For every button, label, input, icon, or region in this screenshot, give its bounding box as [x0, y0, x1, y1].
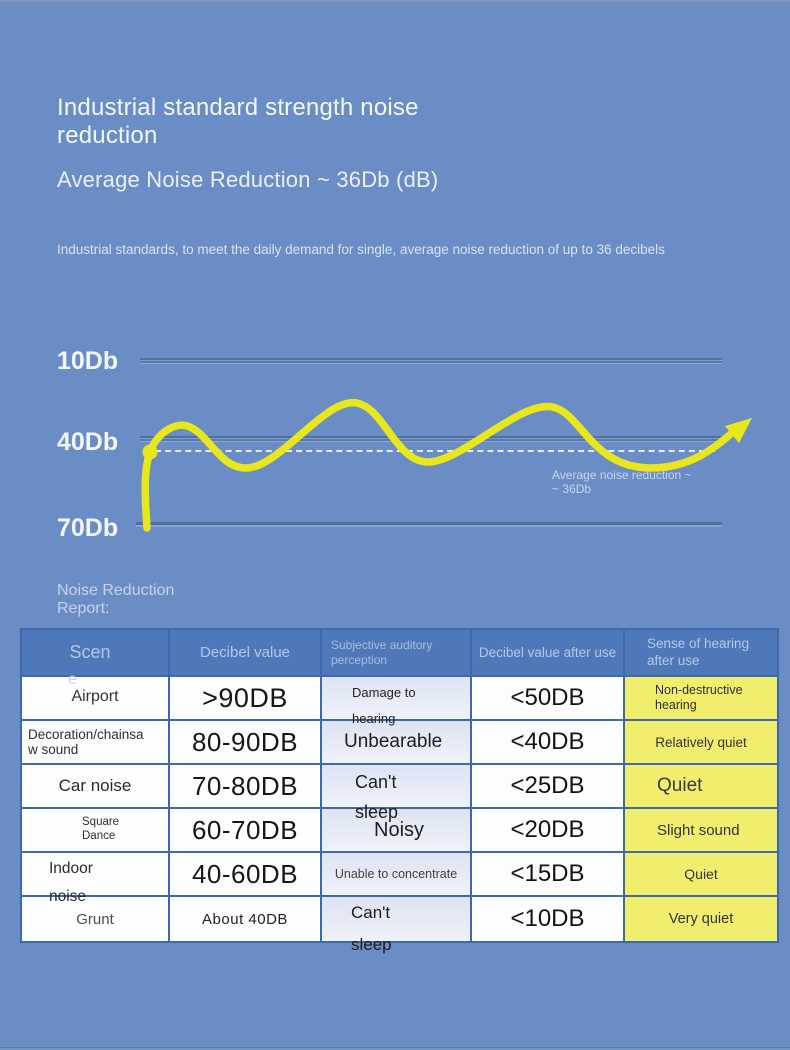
cell-after-value-square-dance: <20DB	[472, 809, 625, 853]
scene-line2-overflow: noise	[49, 888, 87, 905]
top-edge-line	[0, 0, 790, 2]
header-cell-perception: Subjective auditory perception	[322, 630, 472, 677]
cell-after-value-car-noise: <25DB	[472, 765, 625, 809]
curve-start-dot	[142, 444, 158, 460]
y-axis-label-40db: 40Db	[57, 428, 119, 456]
y-axis-label-10db: 10Db	[57, 347, 119, 375]
after-value-text: <15DB	[510, 860, 585, 887]
sense-text: Quiet	[684, 866, 718, 882]
perception-text: Noisy	[374, 818, 425, 841]
page-description: Industrial standards, to meet the daily …	[57, 242, 665, 257]
header-after-value-label: Decibel value after use	[478, 645, 617, 660]
cell-decibel-decoration: 80-90DB	[170, 721, 322, 765]
gridline-10db	[140, 358, 722, 363]
scene-line1: Indoor	[49, 860, 93, 877]
header-cell-after-value: Decibel value after use	[472, 630, 625, 677]
decibel-text: About 40DB	[202, 910, 288, 928]
cell-decibel-grunt: About 40DB	[170, 897, 322, 941]
perception-line2-overflow: sleep	[355, 802, 399, 822]
cell-sense-indoor-noise: Quiet	[625, 853, 777, 897]
perception-line2-overflow: sleep	[351, 935, 392, 954]
cell-scene-car-noise: Car noise	[22, 765, 170, 809]
noise-curve-path	[141, 399, 737, 532]
after-value-text: <40DB	[510, 728, 585, 755]
cell-scene-decoration: Decoration/chainsa w sound	[22, 721, 170, 765]
noise-curve	[141, 399, 752, 532]
bottom-edge-line	[0, 1047, 790, 1050]
scene-line2: w sound	[28, 742, 79, 757]
scene-line1: Decoration/chainsa	[28, 726, 144, 742]
after-value-text: <20DB	[510, 816, 585, 843]
page-subtitle: Average Noise Reduction ~ 36Db (dB)	[57, 167, 439, 192]
cell-after-value-grunt: <10DB	[472, 897, 625, 941]
cell-perception-car-noise: Can't sleep	[322, 765, 472, 822]
cell-perception-airport: Damage to hearing	[322, 677, 472, 726]
cell-scene-airport: Airport	[22, 677, 170, 721]
perception-line1: Can't	[355, 772, 397, 792]
noise-reduction-table: Scen e Decibel value Subjective auditory…	[20, 628, 779, 954]
gridline-40db	[140, 436, 722, 441]
perception-line2-overflow: hearing	[352, 711, 396, 726]
cell-sense-grunt: Very quiet	[625, 897, 777, 941]
sense-text: Non-destructive hearing	[655, 683, 743, 712]
header-cell-scene: Scen e	[22, 630, 170, 688]
cell-decibel-car-noise: 70-80DB	[170, 765, 322, 809]
cell-perception-square-dance: Noisy	[322, 809, 472, 853]
cell-scene-indoor-noise: Indoor noise	[22, 853, 170, 905]
header-cell-decibel-value: Decibel value	[170, 630, 322, 677]
average-annotation: Average noise reduction ~ ~ 36Db	[552, 468, 692, 497]
cell-decibel-square-dance: 60-70DB	[170, 809, 322, 853]
after-value-text: <50DB	[510, 684, 585, 711]
y-axis-label-70db: 70Db	[57, 514, 119, 542]
perception-text: Unable to concentrate	[334, 867, 458, 881]
cell-sense-airport: Non-destructive hearing	[625, 677, 777, 721]
average-annotation-line2: ~ 36Db	[552, 482, 592, 497]
cell-decibel-airport: >90DB	[170, 677, 322, 721]
cell-scene-square-dance: Square Dance	[22, 809, 170, 853]
scene-line2: Dance	[82, 830, 116, 842]
after-value-text: <10DB	[510, 905, 585, 932]
cell-perception-decoration: Unbearable	[322, 721, 472, 765]
decibel-text: 80-90DB	[191, 726, 299, 757]
arrow-head-icon	[725, 418, 752, 443]
header-scene-line1: Scen	[69, 642, 111, 662]
report-label: Noise Reduction Report:	[57, 582, 175, 618]
cell-perception-grunt: Can't sleep	[322, 897, 472, 954]
cell-sense-decoration: Relatively quiet	[625, 721, 777, 765]
header-after-sense-label: Sense of hearing after use	[647, 636, 750, 668]
decibel-text: 60-70DB	[191, 814, 299, 845]
cell-sense-car-noise: Quiet	[625, 765, 777, 809]
cell-after-value-airport: <50DB	[472, 677, 625, 721]
gridline-70db	[136, 522, 722, 525]
cell-decibel-indoor-noise: 40-60DB	[170, 853, 322, 897]
average-reference-dashed-line	[145, 450, 715, 452]
header-cell-after-sense: Sense of hearing after use	[625, 630, 777, 677]
perception-text: Unbearable	[344, 731, 443, 752]
header-scene-overflow-e: e	[68, 671, 77, 688]
perception-line1: Can't	[351, 903, 391, 922]
header-decibel-label: Decibel value	[199, 644, 291, 661]
sense-text: Quiet	[657, 775, 703, 796]
cell-perception-indoor-noise: Unable to concentrate	[322, 853, 472, 897]
page-title: Industrial standard strength noise reduc…	[57, 94, 419, 149]
scene-text: Car noise	[58, 776, 132, 795]
perception-line1: Damage to	[352, 685, 416, 700]
sense-text: Very quiet	[668, 911, 734, 927]
scene-text: Grunt	[76, 910, 114, 928]
cell-sense-square-dance: Slight sound	[625, 809, 777, 853]
sense-text: Slight sound	[657, 821, 740, 839]
decibel-text: 40-60DB	[191, 858, 299, 889]
cell-after-value-indoor-noise: <15DB	[472, 853, 625, 897]
average-annotation-line1: Average noise reduction ~	[552, 468, 692, 482]
sense-text: Relatively quiet	[655, 734, 747, 750]
scene-text: Airport	[71, 688, 119, 705]
header-perception-label: Subjective auditory perception	[331, 637, 433, 667]
decibel-text: >90DB	[202, 682, 288, 713]
after-value-text: <25DB	[510, 772, 585, 799]
scene-line1: Square	[82, 816, 120, 829]
decibel-text: 70-80DB	[191, 770, 299, 801]
cell-after-value-decoration: <40DB	[472, 721, 625, 765]
cell-scene-grunt: Grunt	[22, 897, 170, 941]
